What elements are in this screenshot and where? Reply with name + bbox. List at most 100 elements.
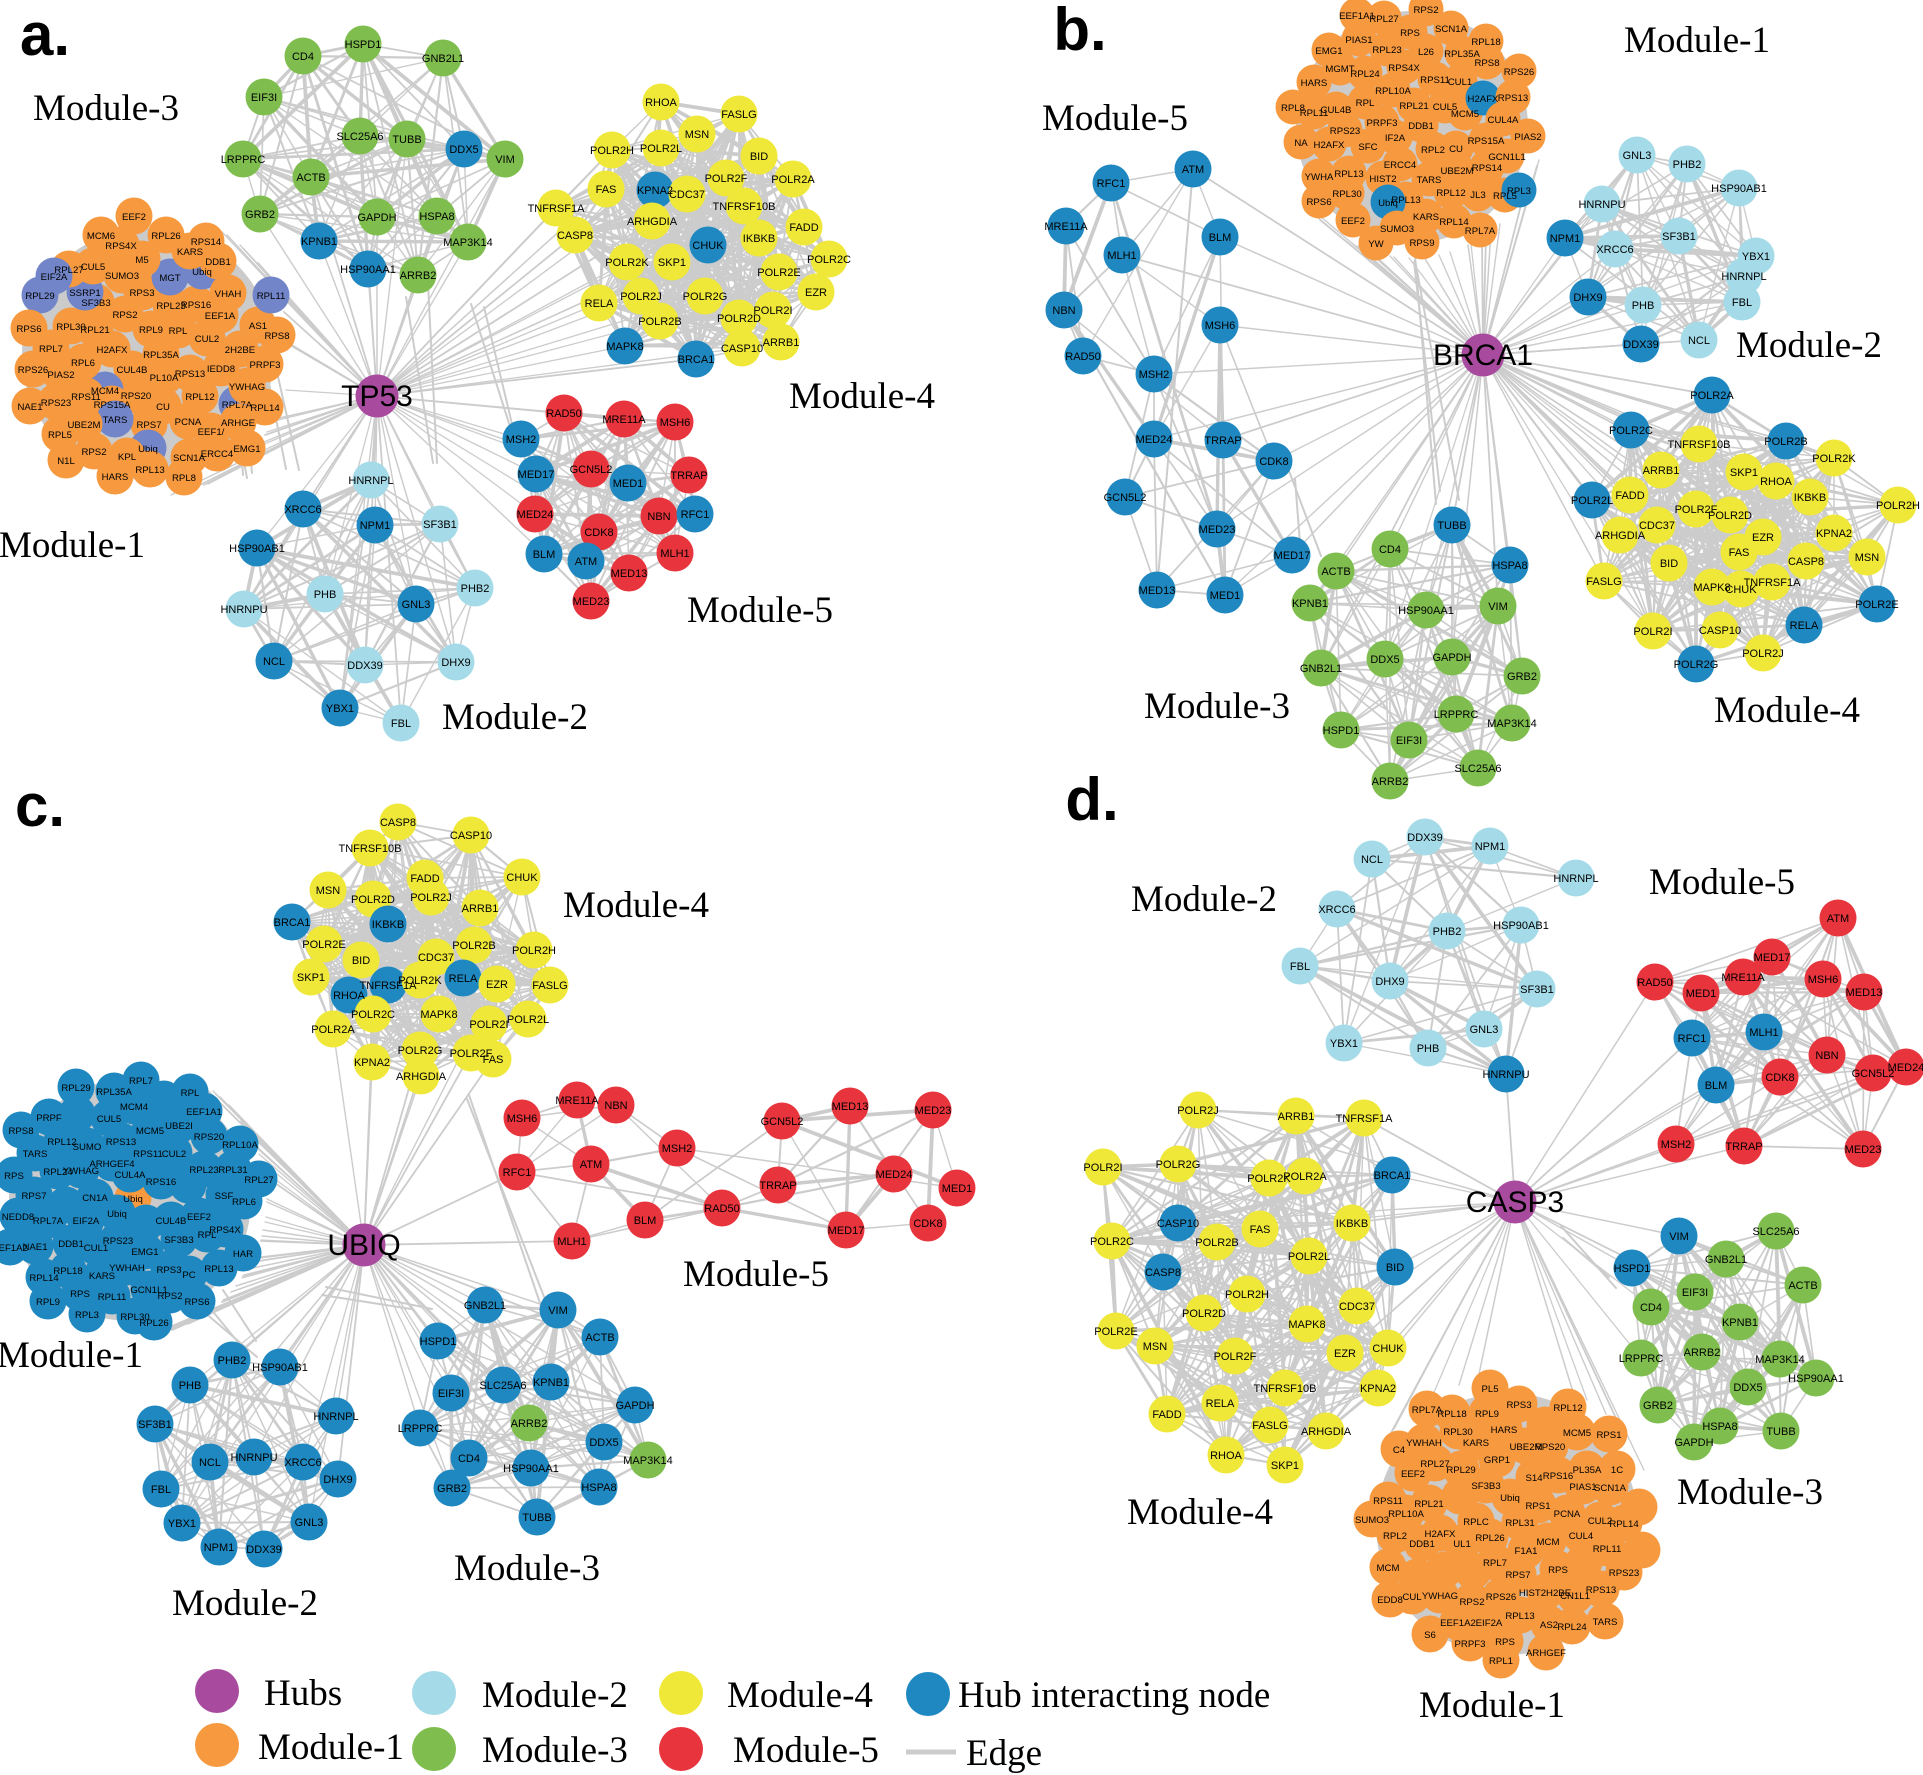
svg-text:RPS6: RPS6 (1306, 197, 1331, 208)
svg-text:SUMO3: SUMO3 (1380, 224, 1414, 235)
svg-text:RPS7: RPS7 (136, 420, 161, 431)
svg-text:SF3B1: SF3B1 (1520, 984, 1554, 996)
svg-text:GCN5L2: GCN5L2 (761, 1116, 804, 1128)
svg-text:RPL9: RPL9 (36, 1297, 60, 1308)
svg-text:SSF: SSF (215, 1191, 234, 1202)
svg-text:RPL5: RPL5 (1493, 191, 1517, 202)
svg-text:RPS8: RPS8 (264, 331, 289, 342)
svg-text:MSH6: MSH6 (660, 417, 691, 429)
svg-text:RPS7: RPS7 (1505, 1570, 1530, 1581)
svg-text:KARS: KARS (89, 1271, 115, 1282)
svg-text:FADD: FADD (1615, 490, 1644, 502)
svg-text:ERCC4: ERCC4 (1384, 160, 1417, 171)
svg-text:Hubs: Hubs (264, 1673, 342, 1714)
svg-text:Ubiq: Ubiq (1500, 1493, 1520, 1504)
svg-text:FASLG: FASLG (1252, 1420, 1287, 1432)
svg-text:2H2BE: 2H2BE (225, 345, 255, 356)
svg-text:CD4: CD4 (1640, 1302, 1662, 1314)
svg-text:CASP8: CASP8 (1788, 556, 1824, 568)
svg-text:RHOA: RHOA (1760, 476, 1792, 488)
svg-text:MRE11A: MRE11A (1721, 972, 1765, 984)
svg-text:RPL6: RPL6 (71, 358, 95, 369)
svg-text:EEF1A2: EEF1A2 (0, 1243, 28, 1254)
svg-text:Module-4: Module-4 (727, 1675, 873, 1716)
svg-text:RPL13: RPL13 (1391, 195, 1420, 206)
svg-text:RPL26: RPL26 (151, 231, 180, 242)
svg-text:Module-2: Module-2 (1736, 325, 1882, 366)
svg-text:MED17: MED17 (1274, 550, 1311, 562)
svg-text:EMG1: EMG1 (233, 444, 260, 455)
svg-text:RPS11: RPS11 (1420, 75, 1450, 86)
svg-text:MAP3K14: MAP3K14 (1487, 718, 1537, 730)
svg-text:PHB: PHB (179, 1380, 202, 1392)
svg-text:PRPF3: PRPF3 (250, 360, 281, 371)
svg-text:ARHGE: ARHGE (221, 418, 255, 429)
svg-text:MED24: MED24 (517, 509, 554, 521)
svg-text:RPS14: RPS14 (191, 237, 222, 248)
svg-text:LRPPRC: LRPPRC (1619, 1353, 1664, 1365)
svg-text:GNL3: GNL3 (295, 1517, 324, 1529)
svg-text:IKBKB: IKBKB (743, 233, 775, 245)
svg-text:RPS3: RPS3 (1506, 1400, 1531, 1411)
svg-text:CUL5: CUL5 (81, 262, 106, 273)
svg-text:CHUK: CHUK (1372, 1343, 1404, 1355)
svg-text:C4: C4 (1393, 1445, 1406, 1456)
svg-text:MED1: MED1 (1210, 590, 1241, 602)
svg-text:DDB1: DDB1 (1409, 1539, 1435, 1550)
svg-text:PHB2: PHB2 (1673, 159, 1702, 171)
svg-text:KPNB1: KPNB1 (301, 236, 337, 248)
svg-text:HNRNPU: HNRNPU (220, 604, 267, 616)
svg-text:RPS16: RPS16 (181, 300, 211, 311)
svg-text:GNB2L1: GNB2L1 (1300, 663, 1342, 675)
svg-text:YWHAH: YWHAH (109, 1263, 145, 1274)
svg-text:NAE1: NAE1 (17, 402, 42, 413)
svg-text:POLR2E: POLR2E (1094, 1326, 1137, 1338)
svg-text:GRB2: GRB2 (1643, 1400, 1673, 1412)
svg-text:AS1: AS1 (249, 321, 267, 332)
svg-text:RAD50: RAD50 (1637, 977, 1672, 989)
svg-text:RPL11: RPL11 (98, 1292, 127, 1303)
svg-text:ATM: ATM (580, 1159, 602, 1171)
svg-text:KPL: KPL (118, 452, 137, 463)
svg-text:RPL18: RPL18 (1471, 37, 1500, 48)
svg-text:POLR2A: POLR2A (1283, 1171, 1327, 1183)
svg-text:RPL18: RPL18 (53, 1266, 82, 1277)
svg-text:SCN1A: SCN1A (1594, 1483, 1627, 1494)
svg-text:RPS13: RPS13 (106, 1137, 136, 1148)
svg-text:POLR2F: POLR2F (450, 1048, 493, 1060)
svg-text:RPS3: RPS3 (129, 288, 154, 299)
svg-text:RPL35A: RPL35A (1444, 49, 1480, 60)
svg-text:SSRP1: SSRP1 (69, 288, 100, 299)
svg-text:RPL2: RPL2 (1421, 145, 1445, 156)
svg-text:Hub interacting node: Hub interacting node (958, 1675, 1270, 1716)
svg-text:HAR: HAR (233, 1249, 253, 1260)
svg-text:GRP1: GRP1 (1484, 1455, 1510, 1466)
svg-text:SF3B1: SF3B1 (138, 1419, 172, 1431)
svg-text:POLR2C: POLR2C (1090, 1236, 1134, 1248)
svg-text:RPS11: RPS11 (133, 1149, 163, 1160)
svg-text:POLR2L: POLR2L (1571, 495, 1613, 507)
svg-text:RPL11: RPL11 (1300, 108, 1329, 119)
svg-text:POLR2D: POLR2D (351, 894, 395, 906)
svg-text:POLR2A: POLR2A (1690, 390, 1734, 402)
svg-text:RPL27: RPL27 (1420, 1459, 1449, 1470)
svg-text:RPS2: RPS2 (1459, 1597, 1484, 1608)
svg-text:TUBB: TUBB (1437, 520, 1466, 532)
svg-text:Ubiq: Ubiq (123, 1194, 143, 1205)
svg-text:Module-1: Module-1 (258, 1727, 404, 1768)
svg-text:RPL14: RPL14 (29, 1273, 59, 1284)
svg-text:RPL5: RPL5 (48, 430, 72, 441)
svg-text:RPS9: RPS9 (1409, 238, 1434, 249)
svg-text:NA: NA (1294, 138, 1308, 149)
svg-text:MGMT: MGMT (1325, 64, 1354, 75)
svg-text:M5: M5 (135, 255, 148, 266)
svg-text:EEF2: EEF2 (187, 1212, 211, 1223)
svg-text:RPL: RPL (1356, 98, 1375, 109)
svg-text:GNB2L1: GNB2L1 (464, 1300, 506, 1312)
svg-text:YBX1: YBX1 (1330, 1038, 1358, 1050)
svg-text:a.: a. (20, 1, 70, 68)
svg-text:RPS1: RPS1 (1596, 1430, 1621, 1441)
svg-text:DDX39: DDX39 (347, 660, 382, 672)
svg-text:POLR2E: POLR2E (302, 939, 345, 951)
svg-text:TP53: TP53 (341, 380, 413, 413)
